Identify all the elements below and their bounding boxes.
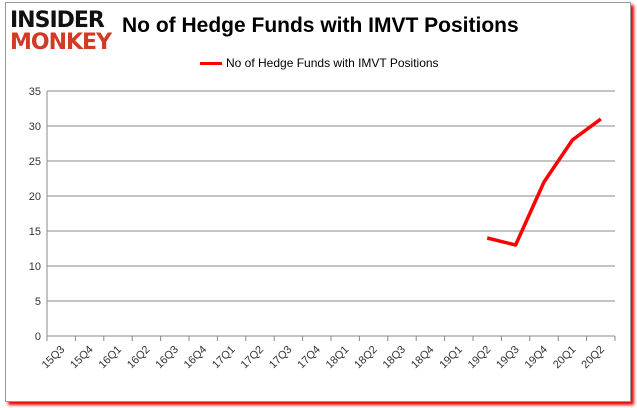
legend-swatch: [200, 61, 222, 65]
x-tick-label: 15Q4: [68, 344, 96, 372]
x-tick-label: 18Q3: [381, 344, 409, 372]
x-tick-label: 17Q1: [210, 344, 238, 372]
y-tick-label: 10: [29, 261, 41, 273]
x-tick-label: 16Q1: [97, 344, 125, 372]
x-tick-label: 18Q4: [409, 344, 437, 372]
legend: No of Hedge Funds with IMVT Positions: [200, 56, 439, 70]
x-tick-label: 18Q1: [324, 344, 352, 372]
legend-label: No of Hedge Funds with IMVT Positions: [226, 56, 439, 70]
y-tick-label: 0: [35, 331, 41, 343]
chart-title: No of Hedge Funds with IMVT Positions: [122, 14, 519, 37]
x-tick-label: 20Q2: [579, 344, 607, 372]
x-tick-label: 16Q3: [153, 344, 181, 372]
y-tick-label: 35: [29, 86, 41, 98]
y-tick-label: 25: [29, 156, 41, 168]
y-tick-label: 15: [29, 226, 41, 238]
x-tick-label: 15Q3: [40, 344, 68, 372]
x-tick-label: 18Q2: [352, 344, 380, 372]
x-tick-label: 19Q3: [494, 344, 522, 372]
y-tick-label: 5: [35, 296, 41, 308]
logo-insider: INSIDER: [10, 8, 105, 33]
x-tick-label: 17Q2: [239, 344, 267, 372]
x-tick-label: 20Q1: [551, 344, 579, 372]
x-tick-label: 17Q3: [267, 344, 295, 372]
y-tick-label: 30: [29, 121, 41, 133]
y-tick-label: 20: [29, 191, 41, 203]
x-tick-label: 17Q4: [295, 344, 323, 372]
x-tick-label: 19Q4: [523, 344, 551, 372]
chart-frame: [5, 2, 631, 402]
x-tick-label: 16Q4: [182, 344, 210, 372]
x-tick-label: 19Q2: [466, 344, 494, 372]
logo-monkey: MONKEY: [10, 30, 112, 55]
x-tick-label: 19Q1: [437, 344, 465, 372]
x-tick-label: 16Q2: [125, 344, 153, 372]
